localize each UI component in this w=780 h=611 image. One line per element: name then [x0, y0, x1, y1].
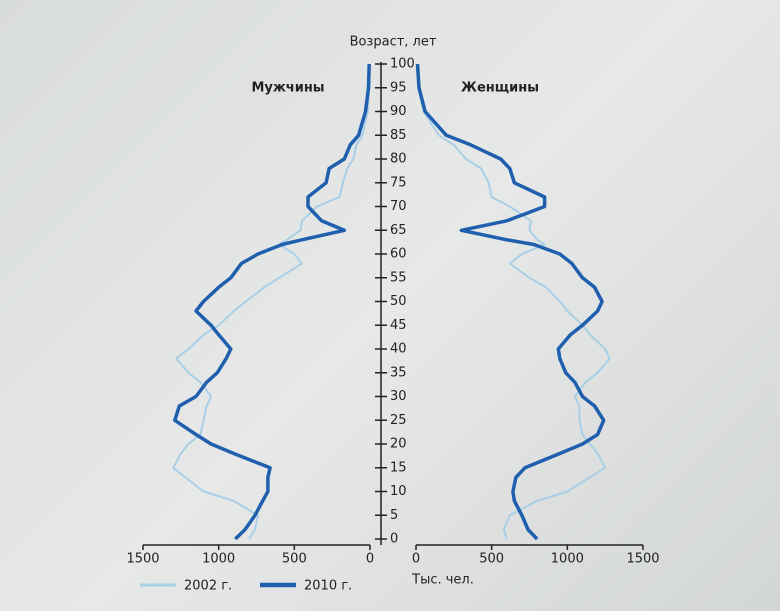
men-x-tick-label: 1000 [202, 552, 235, 567]
women-x-tick-label: 0 [412, 552, 420, 567]
y-tick-label: 85 [390, 128, 407, 143]
y-tick-label: 50 [390, 294, 407, 309]
y-tick-label: 10 [390, 484, 407, 499]
men-x-tick-label: 1500 [126, 552, 159, 567]
y-tick-label: 30 [390, 389, 407, 404]
women-label: Женщины [461, 81, 539, 96]
women-x-tick-label: 500 [479, 552, 504, 567]
y-tick-label: 35 [390, 365, 407, 380]
y-tick-label: 80 [390, 152, 407, 167]
y-tick-label: 55 [390, 270, 407, 285]
y-tick-label: 95 [390, 80, 407, 95]
men-label: Мужчины [251, 81, 324, 96]
men-line [175, 64, 369, 539]
y-tick-label: 5 [390, 508, 398, 523]
y-tick-label: 60 [390, 247, 407, 262]
chart: Возраст, лет Мужчины Женщины Тыс. чел. 0… [0, 0, 780, 611]
women-x-tick-label: 1000 [551, 552, 584, 567]
y-tick-label: 20 [390, 437, 407, 452]
y-tick-label: 100 [390, 57, 415, 72]
y-tick-label: 65 [390, 223, 407, 238]
y-tick-label: 40 [390, 342, 407, 357]
men-x-tick-label: 0 [366, 552, 374, 567]
y-tick-label: 0 [390, 532, 398, 547]
y-tick-label: 75 [390, 175, 407, 190]
y-tick-label: 70 [390, 199, 407, 214]
legend-label: 2010 г. [304, 579, 352, 594]
men-x-tick-label: 500 [282, 552, 307, 567]
women-x-tick-label: 1500 [626, 552, 659, 567]
y-tick-label: 25 [390, 413, 407, 428]
y-tick-label: 15 [390, 460, 407, 475]
y-tick-label: 90 [390, 104, 407, 119]
women-line [418, 64, 604, 539]
legend-label: 2002 г. [184, 579, 232, 594]
y-tick-label: 45 [390, 318, 407, 333]
x-axis-title: Тыс. чел. [411, 573, 474, 588]
y-axis-title: Возраст, лет [350, 35, 437, 50]
